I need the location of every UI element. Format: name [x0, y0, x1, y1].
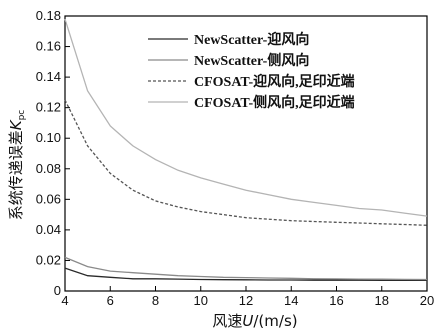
legend-label-1: NewScatter-迎风向: [194, 31, 309, 48]
legend: NewScatter-迎风向 NewScatter-侧风向 CFOSAT-迎风向,足…: [148, 31, 355, 111]
x-tick-label: 10: [194, 293, 208, 308]
y-tick-label: 0.18: [36, 8, 61, 23]
series-line-1: [64, 267, 427, 281]
y-axis-label: 系统传递误差Kpc: [7, 110, 27, 221]
x-axis-label: 风速U/(m/s): [212, 312, 297, 329]
x-tick-label: 8: [152, 293, 159, 308]
series-line-4: [64, 18, 428, 217]
x-tick-label: 4: [61, 293, 68, 308]
x-tick-label: 6: [107, 293, 114, 308]
y-tick-label: 0.10: [36, 130, 61, 145]
legend-label-4: CFOSAT-侧风向,足印近端: [194, 94, 355, 111]
y-tick-label: 0.02: [36, 252, 61, 267]
x-tick-label: 20: [420, 293, 434, 308]
x-tick-label: 12: [239, 293, 253, 308]
legend-label-2: NewScatter-侧风向: [194, 52, 309, 69]
y-tick-label: 0.06: [36, 191, 61, 206]
y-tick-label: 0: [54, 283, 61, 298]
y-tick-label: 0.12: [36, 100, 61, 115]
x-tick-label: 14: [284, 293, 298, 308]
legend-label-3: CFOSAT-迎风向,足印近端: [194, 73, 355, 90]
series-line-2: [64, 256, 428, 281]
axes-layer: 4 6 8 10 12 14 16 18 20 0 0.02 0.04 0.06 0.08 0.10 0.12…: [36, 8, 435, 308]
x-tick-label: 18: [375, 293, 389, 308]
series-layer: [64, 18, 428, 281]
x-tick-label: 16: [329, 293, 343, 308]
y-tick-label: 0.08: [36, 161, 61, 176]
y-tick-label: 0.04: [36, 222, 61, 237]
series-line-3: [64, 99, 428, 226]
y-tick-label: 0.14: [36, 69, 61, 84]
y-tick-label: 0.16: [36, 39, 61, 54]
